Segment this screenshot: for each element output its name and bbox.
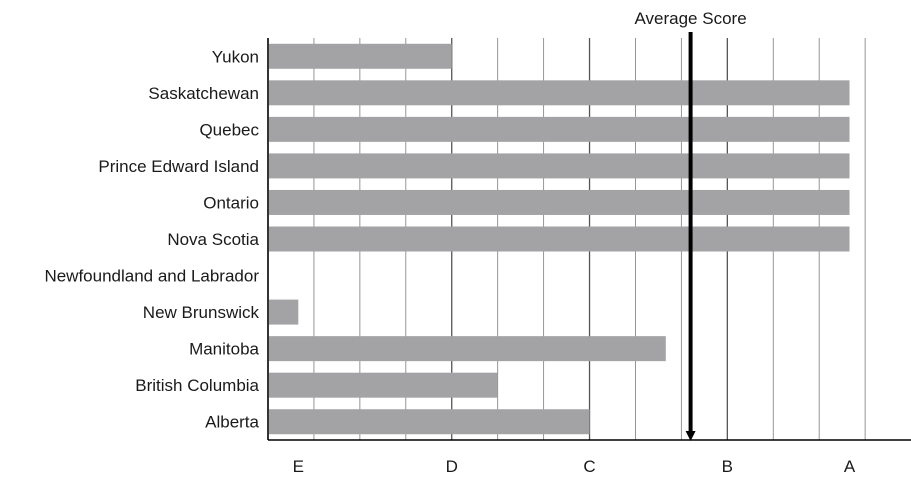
bar: [269, 189, 850, 215]
bar: [269, 409, 590, 435]
bar: [269, 372, 498, 398]
category-label: Saskatchewan: [148, 84, 259, 103]
x-tick-label: D: [446, 457, 458, 476]
category-label: Manitoba: [189, 340, 259, 359]
category-label: Quebec: [199, 120, 259, 139]
category-label: Yukon: [212, 47, 259, 66]
bars: [269, 43, 850, 435]
bar: [269, 43, 452, 69]
bar: [269, 153, 850, 179]
x-tick-label: C: [583, 457, 595, 476]
average-arrowhead: [685, 431, 696, 441]
category-label: Prince Edward Island: [98, 157, 259, 176]
bar: [269, 80, 850, 106]
x-tick-label: B: [722, 457, 733, 476]
category-label: New Brunswick: [143, 303, 260, 322]
x-tick-label: A: [844, 457, 856, 476]
category-label: Ontario: [203, 193, 259, 212]
bar: [269, 226, 850, 252]
bar: [269, 299, 299, 325]
category-labels: Yukon Saskatchewan Quebec Prince Edward Isl…: [44, 47, 259, 431]
x-tick-label: E: [293, 457, 304, 476]
category-label: Alberta: [205, 413, 259, 432]
average-marker: Average Score: [635, 9, 747, 441]
bar: [269, 116, 850, 142]
bar: [269, 336, 666, 362]
category-label: Nova Scotia: [167, 230, 259, 249]
category-label: Newfoundland and Labrador: [44, 267, 259, 286]
axes: [267, 38, 911, 441]
category-label: British Columbia: [135, 376, 259, 395]
average-label: Average Score: [635, 9, 747, 28]
